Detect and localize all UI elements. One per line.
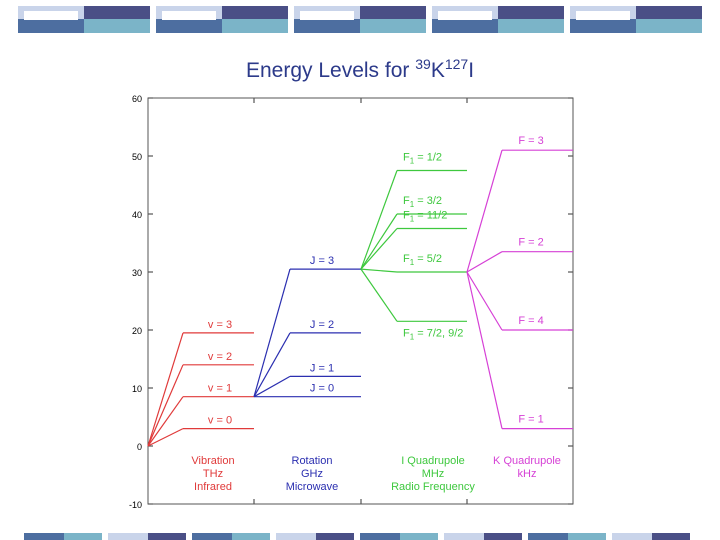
rotation-caption: Microwave [286,481,339,493]
y-tick-label: 20 [132,326,142,336]
vibration-connector [147,396,184,447]
vibration-level-label: v = 0 [208,415,232,427]
k-quadrupole-connector [466,271,503,429]
y-tick-label: -10 [129,500,142,510]
rotation-connector [253,375,291,398]
y-tick-label: 0 [137,442,142,452]
vibration-level-label: v = 1 [208,383,232,395]
k-quadrupole-level-label: F = 3 [518,135,543,147]
band-segment [156,6,288,33]
vibration-caption: Infrared [194,481,232,493]
k-quadrupole-level-label: F = 4 [518,315,543,327]
rotation-connector [253,268,291,397]
k-quadrupole-caption: K Quadrupole [493,455,561,467]
y-tick-label: 50 [132,152,142,162]
top-decorative-band [0,6,720,33]
title-element-k: K [430,59,445,82]
y-tick-label: 40 [132,210,142,220]
i-quadrupole-level-label: F1 = 1/2 [403,152,442,166]
i-quadrupole-caption: MHz [422,468,445,480]
vibration-level-label: v = 3 [208,319,232,331]
bottom-decorative-band [0,533,720,540]
i-quadrupole-level-label: F1 = 5/2 [403,253,442,267]
i-quadrupole-connector [360,268,398,273]
i-quadrupole-connector [360,228,398,270]
k-quadrupole-connector [466,251,503,273]
band-segment [18,6,150,33]
rotation-level-label: J = 3 [310,255,334,267]
k-quadrupole-level-label: F = 1 [518,414,543,426]
y-tick-label: 60 [132,94,142,104]
i-quadrupole-level-label: F1 = 7/2, 9/2 [403,327,463,341]
k-quadrupole-level-label: F = 2 [518,237,543,249]
vibration-connector [147,428,184,447]
page-title: Energy Levels for 39K127I [0,56,720,83]
rotation-connector [253,332,291,397]
i-quadrupole-caption: Radio Frequency [391,481,475,493]
band-segment [294,6,426,33]
plot-frame [147,97,574,505]
i-quadrupole-connector [360,213,398,270]
k-quadrupole-caption: kHz [518,468,537,480]
rotation-caption: GHz [301,468,323,480]
title-prefix: Energy Levels for [245,59,416,82]
vibration-caption: Vibration [191,455,234,467]
title-isotope-k: 39 [415,56,431,72]
i-quadrupole-level-label: F1 = 11/2 [403,210,447,224]
i-quadrupole-connector [360,268,398,322]
band-segment [432,6,564,33]
i-quadrupole-caption: I Quadrupole [401,455,465,467]
i-quadrupole-level-label: F1 = 3/2 [403,195,442,209]
k-quadrupole-connector [466,150,503,273]
vibration-connector [147,332,184,447]
vibration-caption: THz [203,468,223,480]
vibration-level-label: v = 2 [208,351,232,363]
band-segment [570,6,702,33]
title-isotope-i: 127 [444,56,469,72]
y-tick-label: 30 [132,268,142,278]
rotation-level-label: J = 2 [310,319,334,331]
k-quadrupole-connector [466,271,503,331]
rotation-caption: Rotation [292,455,333,467]
rotation-level-label: J = 1 [310,362,334,374]
i-quadrupole-connector [360,170,398,270]
y-tick-label: 10 [132,384,142,394]
rotation-level-label: J = 0 [310,383,334,395]
vibration-connector [147,364,184,447]
title-element-i: I [468,59,475,82]
